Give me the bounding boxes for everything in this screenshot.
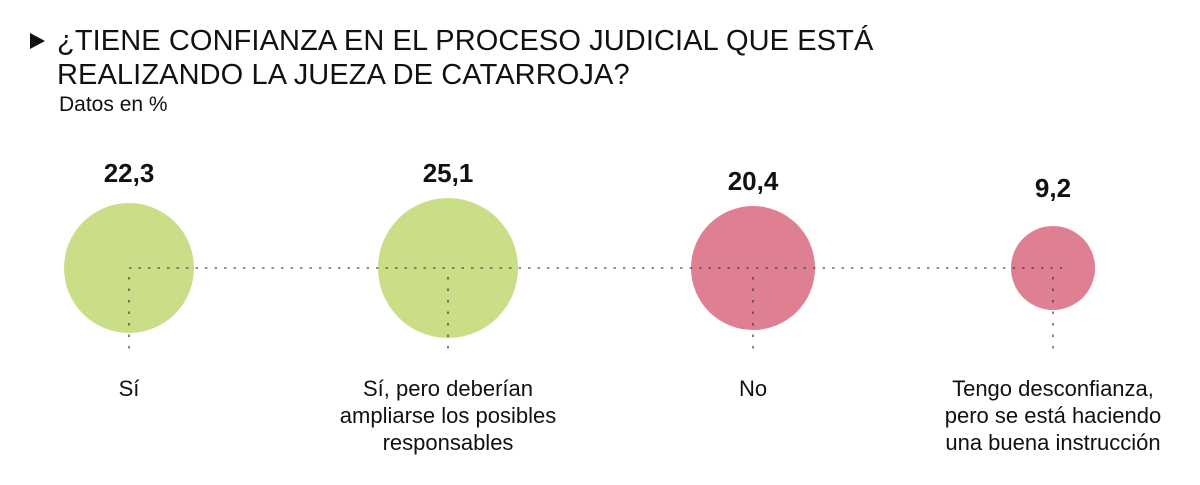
chart-subtitle: Datos en % bbox=[59, 93, 168, 116]
chart-title: ¿Tiene confianza en el proceso judicial … bbox=[57, 25, 874, 91]
category-label: Sí bbox=[118, 376, 140, 401]
value-label: 22,3 bbox=[103, 158, 155, 188]
title-row: ¿Tiene confianza en el proceso judicial … bbox=[30, 24, 1057, 92]
bubble-1 bbox=[378, 198, 518, 338]
category-label: No bbox=[738, 376, 768, 401]
value-label: 20,4 bbox=[727, 166, 779, 196]
value-label: 25,1 bbox=[422, 158, 474, 188]
category-label: Tengo desconfianza, pero se está haciend… bbox=[944, 376, 1162, 455]
value-label: 9,2 bbox=[1034, 173, 1072, 203]
bubble-2 bbox=[691, 206, 815, 330]
category-label: Sí, pero deberían ampliarse los posibles… bbox=[339, 376, 557, 455]
chart-header: ¿Tiene confianza en el proceso judicial … bbox=[30, 24, 1057, 118]
play-arrow-icon bbox=[30, 33, 45, 49]
